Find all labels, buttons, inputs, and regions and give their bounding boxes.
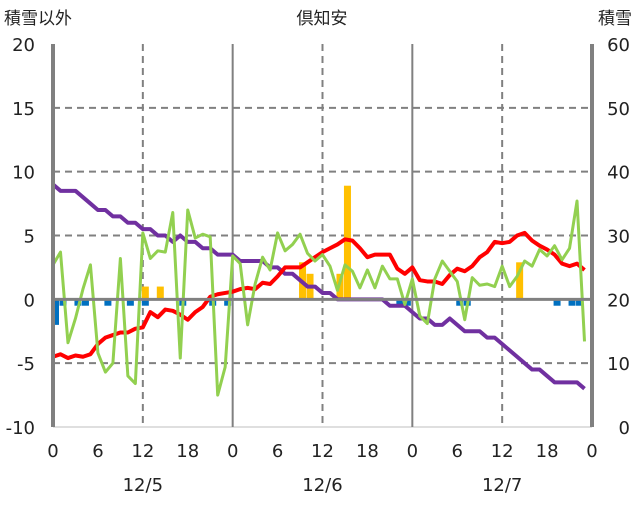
right-tick-label: 50 <box>607 99 630 120</box>
right-axis-label: 積雪 <box>598 9 632 29</box>
x-tick-label: 0 <box>227 441 238 462</box>
bar-decrease <box>126 299 134 306</box>
series-line-2 <box>51 199 587 397</box>
x-tick-label: 12 <box>311 441 334 462</box>
bar-decrease <box>59 299 67 306</box>
date-label: 12/5 <box>123 475 163 496</box>
x-tick-label: 0 <box>47 441 58 462</box>
left-tick-label: -5 <box>17 354 35 375</box>
bar-decrease <box>74 299 82 306</box>
x-tick-label: 6 <box>452 441 463 462</box>
x-tick-label: 18 <box>176 441 199 462</box>
right-tick-label: 0 <box>619 418 630 439</box>
bar-decrease <box>104 299 112 306</box>
bar-decrease <box>568 299 576 306</box>
series-line-0 <box>51 182 586 391</box>
date-label: 12/6 <box>302 475 342 496</box>
x-tick-label: 12 <box>491 441 514 462</box>
chart-title: 倶知安 <box>297 9 348 29</box>
x-tick-label: 0 <box>407 441 418 462</box>
grid <box>53 44 592 428</box>
left-tick-label: 10 <box>12 163 35 184</box>
bar-decrease <box>576 299 584 306</box>
date-label: 12/7 <box>482 475 522 496</box>
bar-decrease <box>81 299 89 306</box>
left-tick-label: 15 <box>12 99 35 120</box>
right-tick-label: 40 <box>607 163 630 184</box>
bar-decrease <box>456 299 464 306</box>
bar-snowfall <box>343 185 351 300</box>
x-tick-label: 6 <box>92 441 103 462</box>
right-tick-label: 10 <box>607 354 630 375</box>
bar-decrease <box>52 299 59 325</box>
bar-decrease <box>403 299 411 306</box>
x-tick-label: 18 <box>536 441 559 462</box>
left-tick-label: -10 <box>6 418 35 439</box>
bar-snowfall <box>516 262 524 300</box>
bar-snowfall <box>141 286 149 300</box>
bar-snowfall <box>156 286 164 300</box>
right-tick-label: 20 <box>607 290 630 311</box>
x-tick-label: 12 <box>131 441 154 462</box>
bar-decrease <box>553 299 561 306</box>
left-tick-label: 0 <box>24 290 35 311</box>
bar-decrease <box>396 299 404 306</box>
right-tick-label: 60 <box>607 35 630 56</box>
lines <box>51 182 587 397</box>
x-tick-label: 0 <box>586 441 597 462</box>
left-tick-label: 5 <box>24 227 35 248</box>
right-tick-label: 30 <box>607 227 630 248</box>
left-axis-label: 積雪以外 <box>4 9 72 29</box>
series-line-1 <box>52 230 586 361</box>
bar-decrease <box>224 299 232 306</box>
bar-decrease <box>141 299 149 306</box>
x-tick-label: 6 <box>272 441 283 462</box>
left-tick-label: 20 <box>12 35 35 56</box>
x-tick-label: 18 <box>356 441 379 462</box>
